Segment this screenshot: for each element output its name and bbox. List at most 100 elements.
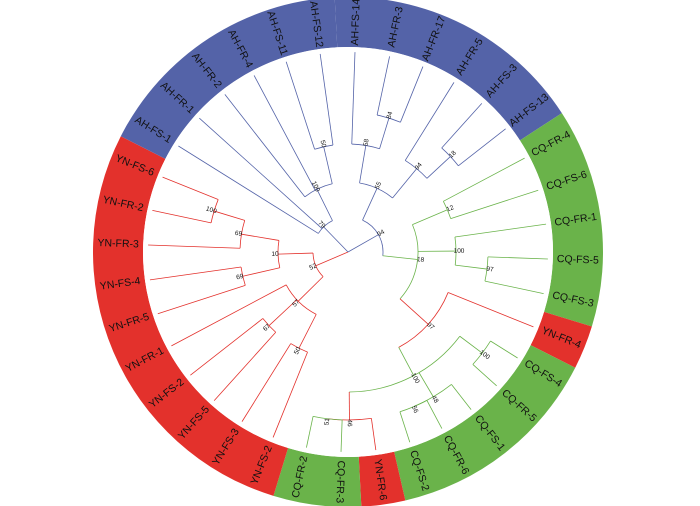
branch-arc [399,224,419,300]
branch-line [323,226,349,253]
branch-line [241,343,292,422]
branch-line [242,267,280,277]
bootstrap-value: 18 [448,149,458,159]
branch-line [458,128,506,167]
branch-line [351,52,356,145]
branch-line [370,418,377,451]
branch-line [426,400,443,429]
bootstrap-value: 56 [410,405,419,415]
bootstrap-value: 100 [409,372,420,385]
branch-line [178,145,319,234]
branch-arc [359,182,393,199]
bootstrap-value: 94 [414,161,424,171]
bootstrap-value: 58 [362,138,370,147]
bootstrap-value: 69 [236,273,245,282]
branch-line [455,264,488,270]
bootstrap-value: 18 [417,256,425,264]
branch-line [359,145,367,184]
branch-line [268,299,298,326]
branch-line [459,335,483,354]
branch-line [379,118,390,149]
bootstrap-value: 55 [374,181,384,191]
bootstrap-value: 97 [486,266,494,274]
branch-line [149,266,242,281]
branch-arc [304,183,333,198]
bootstrap-value: 100 [454,248,465,255]
branch-line [224,94,306,198]
branch-line [490,340,518,359]
branch-line [400,66,424,123]
branch-line [376,56,390,116]
bootstrap-value: 50 [319,140,328,149]
group-color-ring [92,0,603,506]
bootstrap-value: 84 [386,110,395,119]
branch-line [157,284,246,315]
bootstrap-value: 12 [446,204,456,213]
branch-line [253,75,316,191]
branch-line [199,117,323,229]
bootstrap-value: 69 [234,230,243,238]
branch-line [450,189,539,220]
branch-line [347,234,379,253]
ring-sector-yn [530,311,592,368]
branch-arc [398,292,449,348]
leaf-label: YN-FS-4 [99,275,141,293]
branch-line [362,188,378,221]
ring-sector-yn [92,136,289,496]
branch-line [278,252,314,255]
leaf-label: CQ-FR-1 [554,211,598,229]
branch-line [454,223,547,238]
branch-line [319,53,334,146]
bootstrap-value: 57 [291,298,301,308]
branch-line [392,168,418,199]
branch-line [152,210,212,224]
branch-line [382,255,418,260]
branch-line [472,364,497,387]
branch-line [484,280,544,294]
bootstrap-value: 52 [308,262,318,271]
branch-arc [285,284,317,315]
bootstrap-value: 100 [205,205,218,215]
branch-arc [399,399,428,413]
branch-line [285,61,316,150]
branch-arc [312,253,324,277]
branch-line [214,210,245,221]
branch-line [298,314,317,349]
leaf-label: CQ-FR-3 [333,460,346,503]
branch-line [315,251,349,267]
branch-line [443,157,525,202]
bootstrap-value: 48 [430,395,440,405]
ring-sector-cq [519,113,603,327]
branch-line [241,233,280,241]
bootstrap-values: 94 55 58 84 94 18 18 12 100 97 97 100 100 48 56 46 51 52 5… [205,110,494,427]
branch-line [418,372,434,397]
branch-line [487,256,548,260]
ring-sector-cq [273,448,362,506]
tree-branches [148,52,548,452]
branch-line [404,82,455,161]
ring-sector-yn [358,451,406,506]
branch-line [148,244,241,249]
branch-line [441,103,483,149]
branch-line [297,276,324,302]
bootstrap-value: 79 [316,220,326,230]
leaf-label: YN-FR-6 [371,458,389,501]
branch-line [190,318,264,376]
branch-line [340,419,343,452]
leaf-label: YN-FR-3 [97,237,139,250]
bootstrap-value: 67 [262,323,272,333]
branch-arc [472,340,491,365]
branch-line [272,351,308,438]
branch-line [398,347,415,376]
bootstrap-value: 10 [271,251,279,258]
bootstrap-value: 50 [293,346,303,356]
branch-line [412,209,448,226]
branch-arc [362,219,384,256]
branch-line [323,146,333,184]
branch-line [451,384,472,410]
branch-line [306,416,314,448]
leaf-label: CQ-FS-5 [557,253,600,266]
bootstrap-value: 51 [323,417,331,425]
branch-line [426,156,451,179]
